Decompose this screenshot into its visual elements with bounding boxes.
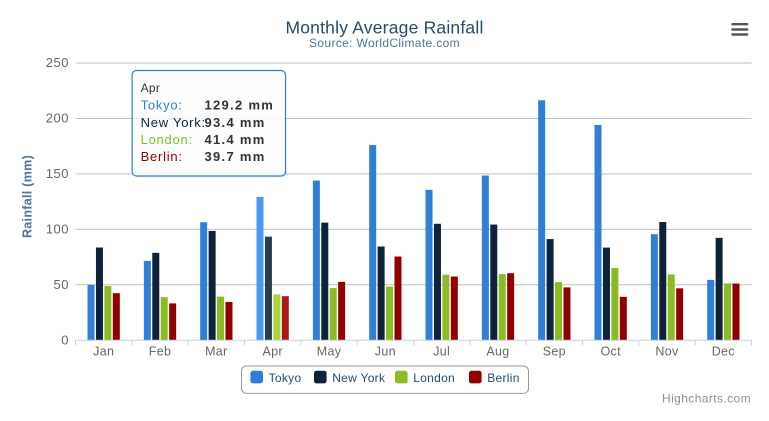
svg-text:Rainfall (mm): Rainfall (mm)	[21, 155, 35, 238]
svg-text:93.4 mm: 93.4 mm	[205, 115, 266, 130]
svg-text:New York: New York	[332, 371, 386, 385]
svg-text:Apr: Apr	[141, 81, 161, 95]
svg-text:41.4 mm: 41.4 mm	[205, 132, 266, 147]
svg-text:Apr: Apr	[263, 344, 283, 358]
svg-text:London:: London:	[141, 132, 193, 147]
svg-text:Jan: Jan	[93, 344, 114, 358]
svg-text:Aug: Aug	[486, 344, 509, 358]
svg-text:Berlin:: Berlin:	[141, 149, 183, 164]
svg-text:50: 50	[54, 277, 69, 292]
svg-text:May: May	[317, 344, 342, 358]
svg-text:Tokyo: Tokyo	[269, 371, 302, 385]
svg-text:0: 0	[61, 332, 69, 347]
svg-text:Monthly Average Rainfall: Monthly Average Rainfall	[285, 17, 483, 37]
svg-text:200: 200	[46, 111, 69, 126]
svg-text:Jun: Jun	[375, 344, 396, 358]
svg-text:150: 150	[46, 166, 69, 181]
svg-text:Highcharts.com: Highcharts.com	[662, 392, 751, 406]
svg-text:New York:: New York:	[141, 115, 206, 130]
svg-text:Berlin: Berlin	[487, 371, 519, 385]
svg-text:Source: WorldClimate.com: Source: WorldClimate.com	[309, 36, 460, 50]
svg-text:Nov: Nov	[655, 344, 679, 358]
svg-text:39.7 mm: 39.7 mm	[205, 149, 266, 164]
svg-text:London: London	[413, 371, 455, 385]
svg-text:Tokyo:: Tokyo:	[141, 98, 183, 113]
svg-text:Dec: Dec	[712, 344, 735, 358]
svg-text:Sep: Sep	[543, 344, 566, 358]
svg-text:129.2 mm: 129.2 mm	[205, 98, 275, 113]
svg-text:Jul: Jul	[433, 344, 450, 358]
svg-text:100: 100	[46, 222, 69, 237]
svg-text:Feb: Feb	[149, 344, 171, 358]
svg-text:Oct: Oct	[601, 344, 622, 358]
svg-text:Mar: Mar	[205, 344, 227, 358]
svg-text:250: 250	[46, 55, 69, 70]
